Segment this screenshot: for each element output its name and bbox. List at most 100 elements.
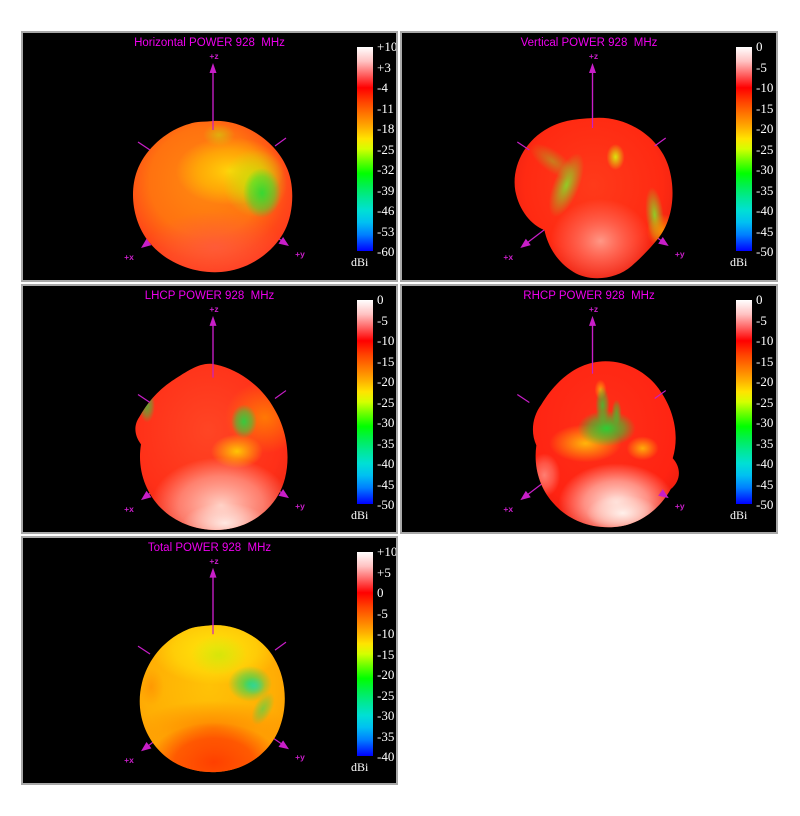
colorbar-tick: -40 — [377, 456, 395, 471]
colorbar-tick: -50 — [756, 497, 774, 512]
colorbar-tick: -53 — [377, 223, 395, 239]
x-axis-label: +x — [124, 252, 134, 262]
pattern-3d-viewport-lhcp[interactable]: +z +x +y — [23, 286, 396, 532]
colorbar-tick: -32 — [377, 162, 395, 177]
colorbar-tick: -15 — [377, 646, 395, 662]
colorbar-tick: -25 — [756, 141, 774, 157]
pattern-3d-viewport-vertical[interactable]: +z +x +y — [402, 33, 776, 280]
y-axis-label: +y — [295, 501, 305, 511]
colorbar-tick: -15 — [756, 353, 774, 369]
axis-arrowheads — [141, 567, 289, 752]
colorbar-unit-label: dBi — [351, 760, 369, 774]
lobe-color-patches — [530, 143, 673, 279]
panel-rhcp: RHCP POWER 928 MHz — [400, 284, 778, 534]
z-axis-label: +z — [209, 304, 218, 314]
colorbar-tick: -20 — [377, 667, 395, 682]
colorbar-tick: -10 — [377, 333, 395, 348]
colorbar-unit-label: dBi — [730, 508, 748, 522]
colorbar-ticks: 0 -5 -10 -15 -20 -25 -30 -35 -40 -45 -50 — [756, 292, 776, 512]
pattern-3d-viewport-rhcp[interactable]: +z +x +y — [402, 286, 776, 532]
colorbar-tick: 0 — [377, 292, 384, 307]
plot-title: LHCP POWER 928 MHz — [144, 290, 275, 302]
colorbar-tick: -25 — [756, 394, 774, 410]
axis-overlay-lines — [137, 70, 287, 151]
colorbar-tick: +5 — [377, 564, 391, 580]
axis-overlay-lines — [137, 322, 287, 404]
y-axis-label: +y — [675, 249, 685, 259]
colorbar-tick: -25 — [377, 394, 395, 410]
axis-overlay-lines — [516, 322, 667, 404]
colorbar-tick: -4 — [377, 80, 388, 95]
plot-title: Horizontal POWER 928 MHz — [134, 37, 285, 49]
panel-vertical: Vertical POWER 928 MHz — [400, 31, 778, 282]
colorbar-tick: -5 — [756, 59, 767, 75]
colorbar-tick: -11 — [377, 100, 394, 116]
colorbar-tick: 0 — [756, 39, 763, 54]
pattern-3d-viewport-total[interactable]: +z +x +y — [23, 538, 396, 783]
axis-arrowheads — [520, 63, 669, 248]
plot-title: Vertical POWER 928 MHz — [520, 37, 658, 49]
colorbar-unit-label: dBi — [730, 255, 748, 269]
axis-arrowheads — [141, 63, 289, 248]
z-axis-label: +z — [209, 51, 218, 61]
colorbar-tick: +3 — [377, 59, 391, 75]
colorbar-tick: -50 — [377, 497, 395, 512]
axis-overlay-lines — [137, 574, 287, 655]
colorbar-ticks: 0 -5 -10 -15 -20 -25 -30 -35 -40 -45 -50 — [756, 39, 776, 259]
colorbar-tick: -30 — [377, 708, 395, 723]
axis-overlay-lines — [516, 70, 667, 151]
colorbar-tick: -45 — [377, 476, 395, 492]
colorbar-unit-label: dBi — [351, 255, 369, 269]
colorbar-tick: -30 — [756, 162, 774, 177]
colorbar-tick: -46 — [377, 203, 395, 218]
colorbar-tick: -35 — [377, 728, 395, 744]
panel-total: Total POWER 928 MHz — [21, 536, 398, 785]
colorbar-tick: +10 — [377, 39, 398, 54]
colorbar-tick: -5 — [756, 312, 767, 328]
axis-arrowheads — [141, 315, 289, 501]
colorbar-ticks: +10 +3 -4 -11 -18 -25 -32 -39 -46 -53 -60 — [377, 39, 398, 258]
plot-title: RHCP POWER 928 MHz — [523, 290, 655, 302]
colorbar-tick: -45 — [756, 223, 774, 239]
colorbar-tick: -30 — [756, 415, 774, 430]
y-axis-label: +y — [295, 752, 305, 762]
z-axis-label: +z — [209, 556, 218, 566]
panel-horizontal: Horizontal POWER 928 MHz — [21, 31, 398, 282]
colorbar-gradient — [736, 300, 752, 504]
colorbar-tick: -15 — [756, 100, 774, 116]
colorbar-tick: -35 — [756, 182, 774, 198]
colorbar-tick: -45 — [756, 476, 774, 492]
colorbar-tick: -35 — [377, 435, 395, 451]
colorbar-tick: -20 — [377, 374, 395, 389]
colorbar-tick: -50 — [756, 244, 774, 259]
x-axis-label: +x — [124, 504, 134, 514]
colorbar-tick: -40 — [377, 749, 395, 764]
colorbar-tick: -39 — [377, 182, 395, 198]
colorbar-tick: -35 — [756, 435, 774, 451]
colorbar-tick: -40 — [756, 456, 774, 471]
colorbar-gradient — [357, 47, 373, 251]
colorbar-gradient — [357, 552, 373, 756]
colorbar-tick: 0 — [756, 292, 763, 307]
colorbar-gradient — [736, 47, 752, 251]
y-axis-label: +y — [675, 501, 685, 511]
colorbar-unit-label: dBi — [351, 508, 369, 522]
x-axis-label: +x — [503, 252, 513, 262]
colorbar-ticks: 0 -5 -10 -15 -20 -25 -30 -35 -40 -45 -50 — [377, 292, 396, 512]
colorbar-gradient — [357, 300, 373, 504]
colorbar-tick: +10 — [377, 544, 398, 559]
colorbar-tick: -25 — [377, 687, 395, 703]
plot-title: Total POWER 928 MHz — [147, 542, 272, 554]
colorbar-tick: -40 — [756, 203, 774, 218]
colorbar-tick: -20 — [756, 121, 774, 136]
x-axis-label: +x — [124, 755, 134, 765]
z-axis-label: +z — [589, 304, 598, 314]
colorbar-tick: -15 — [377, 353, 395, 369]
colorbar-tick: -10 — [756, 80, 774, 95]
colorbar-tick: -25 — [377, 141, 395, 157]
colorbar-tick: -5 — [377, 605, 388, 621]
colorbar-tick: 0 — [377, 585, 384, 600]
colorbar-tick: -10 — [377, 626, 395, 641]
pattern-3d-viewport-horizontal[interactable]: +z +x +y — [23, 33, 396, 280]
